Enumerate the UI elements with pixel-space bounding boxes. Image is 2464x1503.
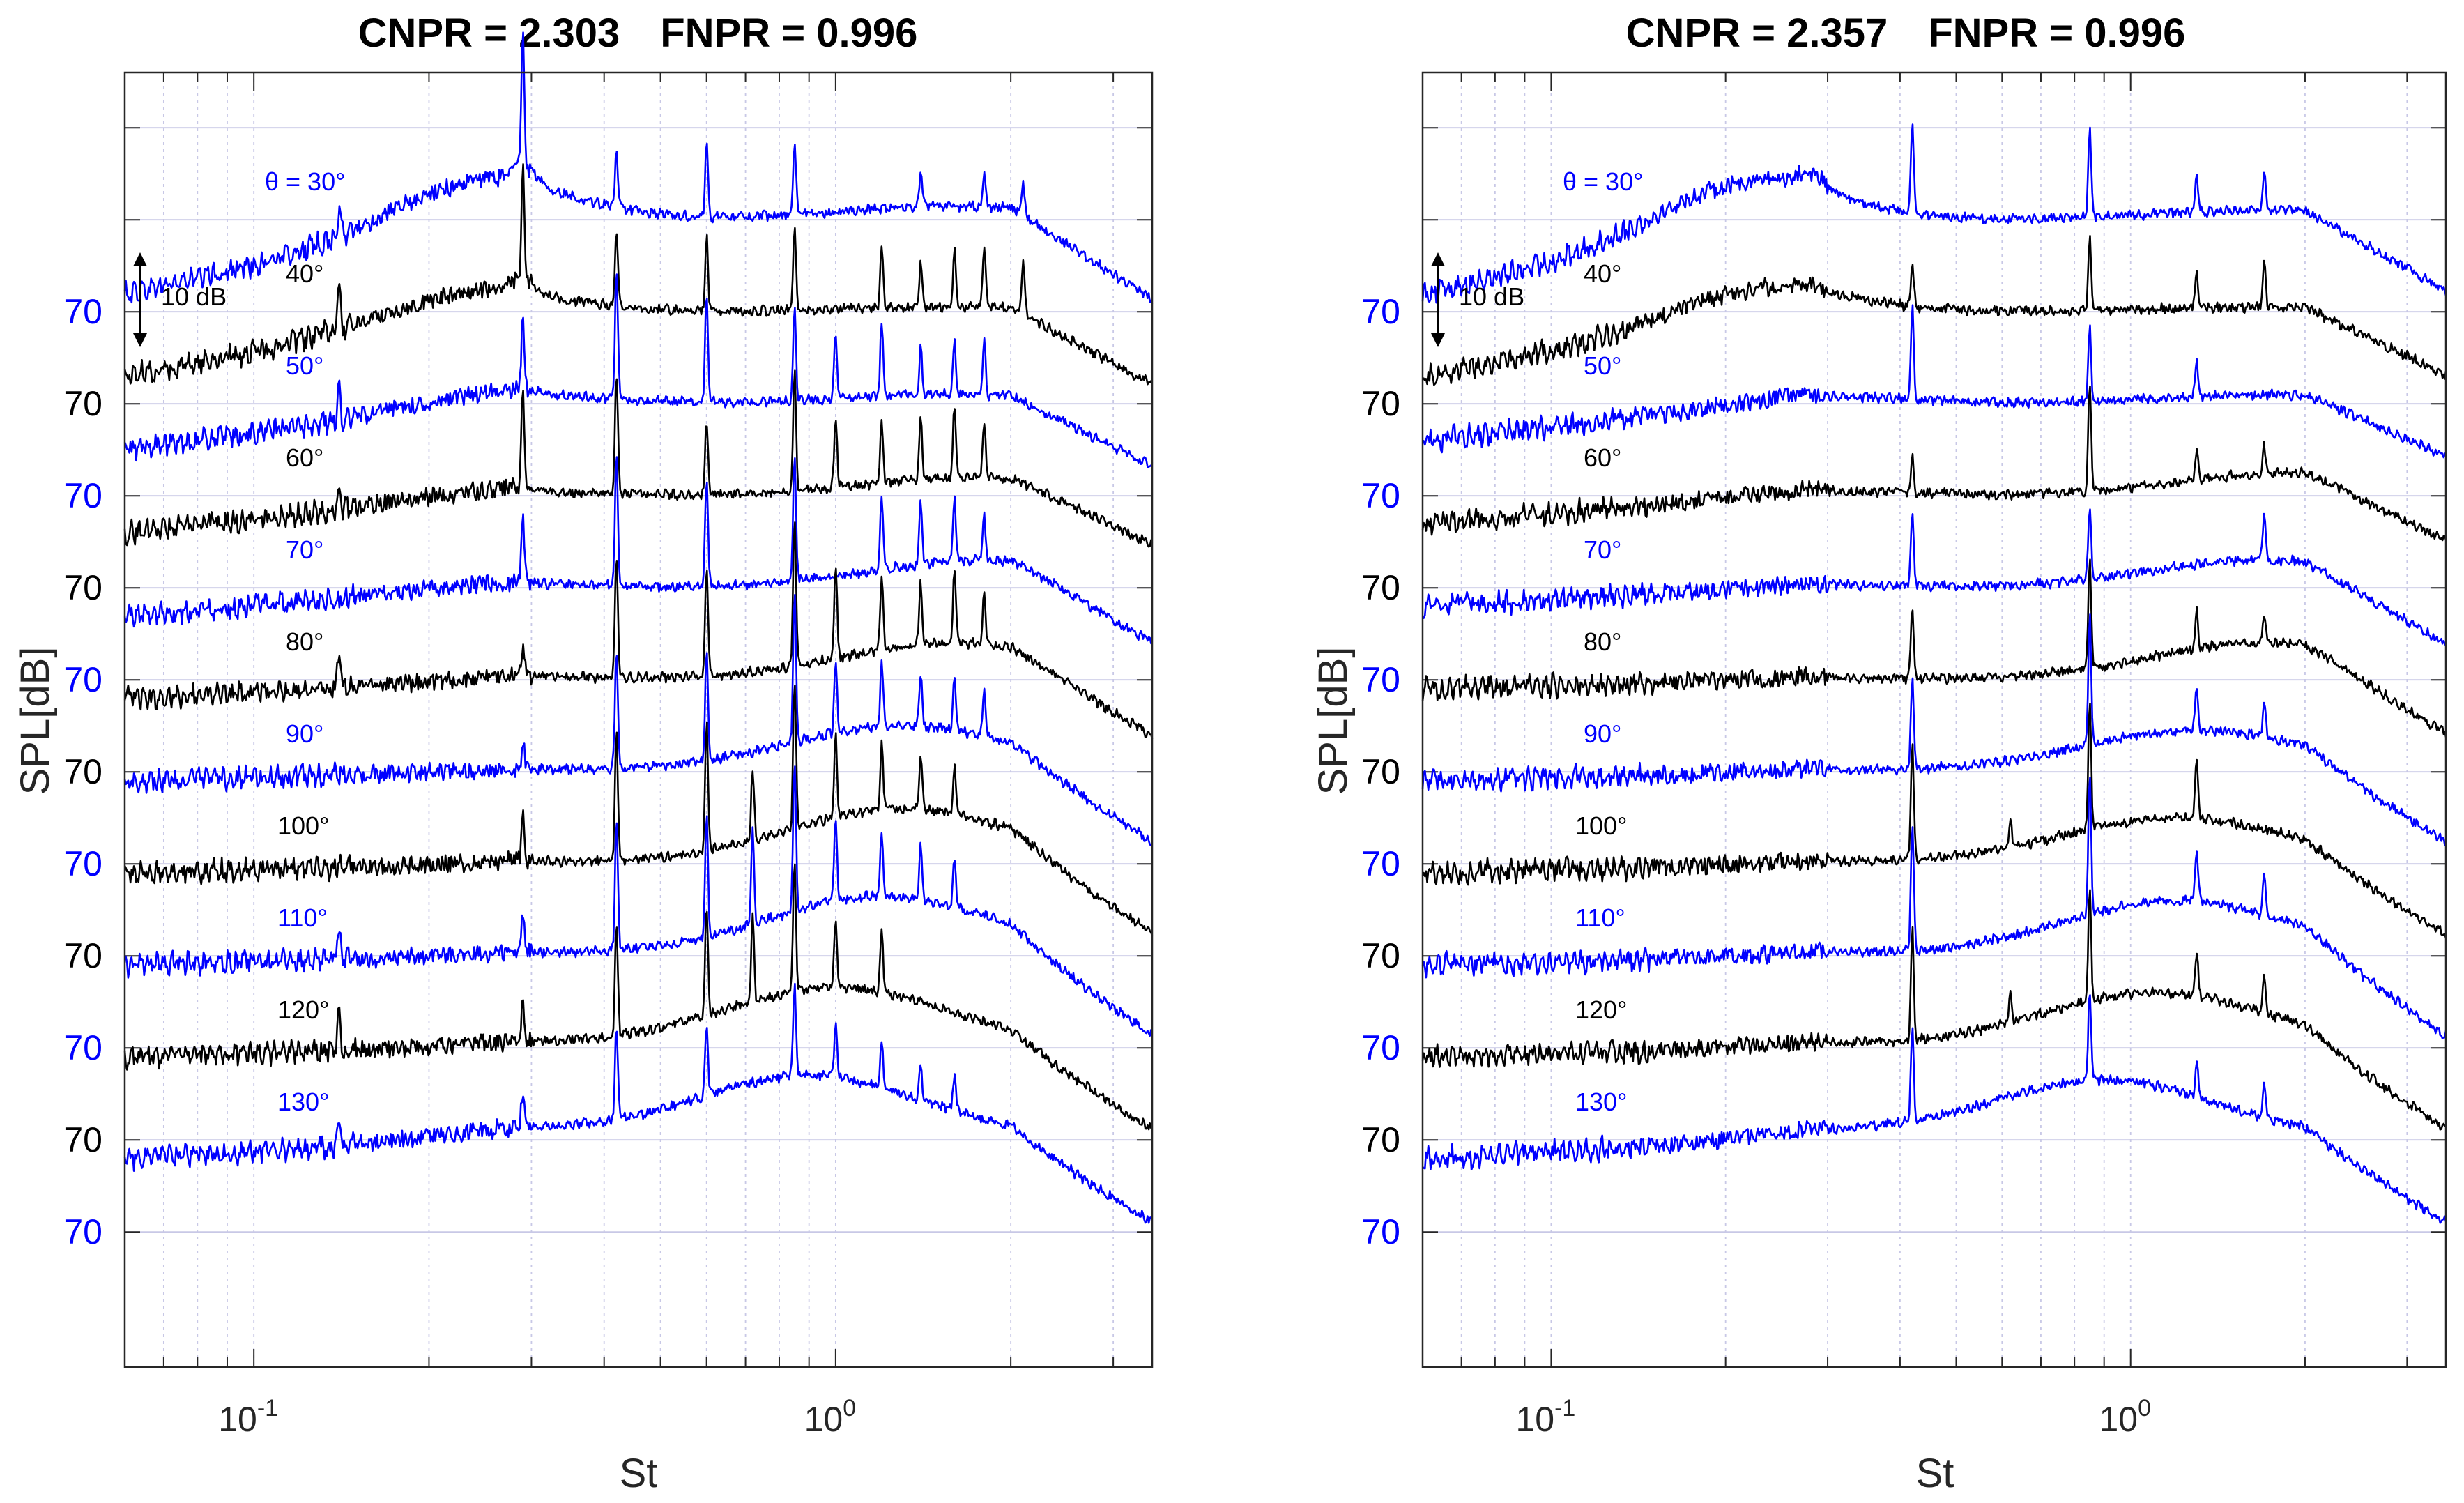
spectrum-line-70-left bbox=[123, 456, 1153, 645]
spectrum-line-110-left bbox=[124, 765, 1153, 1037]
y-tick-label-left: 70 bbox=[63, 752, 102, 791]
y-tick-label-right: 70 bbox=[1361, 384, 1400, 423]
spectrum-line-110-right bbox=[1421, 776, 2447, 1039]
spectrum-line-30-right bbox=[1421, 123, 2447, 304]
spectrum-line-50-left bbox=[123, 273, 1154, 468]
spectrum-line-120-right bbox=[1421, 889, 2447, 1131]
angle-label-70-left: 70° bbox=[286, 535, 323, 564]
spectrum-line-80-right bbox=[1421, 558, 2447, 738]
panel-title-right: CNPR = 2.357 FNPR = 0.996 bbox=[1626, 10, 2186, 56]
y-tick-label-right: 70 bbox=[1361, 752, 1400, 791]
angle-label-120-right: 120° bbox=[1575, 995, 1627, 1024]
spectrum-line-80-left bbox=[123, 521, 1154, 740]
x-axis-label-left: St bbox=[620, 1451, 658, 1496]
y-tick-label-right: 70 bbox=[1361, 292, 1400, 331]
scale-bar-right: 10 dB bbox=[1431, 252, 1524, 347]
angle-label-40-left: 40° bbox=[286, 259, 323, 288]
angle-label-50-right: 50° bbox=[1584, 351, 1621, 380]
angle-label-50-left: 50° bbox=[286, 351, 323, 380]
angle-label-40-right: 40° bbox=[1584, 259, 1621, 288]
y-tick-label-right: 70 bbox=[1361, 476, 1400, 515]
angle-label-60-left: 60° bbox=[286, 443, 323, 472]
x-tick-label-left: 10-1 bbox=[218, 1395, 278, 1439]
angle-label-130-left: 130° bbox=[277, 1088, 329, 1116]
y-tick-label-right: 70 bbox=[1361, 1212, 1400, 1251]
angle-label-100-right: 100° bbox=[1575, 811, 1627, 840]
panel-title-fnpr-right: FNPR = 0.996 bbox=[1928, 10, 2185, 56]
plot-frame-left bbox=[123, 71, 1154, 1368]
y-tick-label-right: 70 bbox=[1361, 844, 1400, 883]
spectrum-line-90-right bbox=[1421, 613, 2447, 847]
panel-title-cnpr-left: CNPR = 2.303 bbox=[358, 10, 620, 56]
angle-label-90-right: 90° bbox=[1584, 719, 1621, 748]
x-tick-label-right: 10-1 bbox=[1515, 1395, 1575, 1439]
panel-title-cnpr-right: CNPR = 2.357 bbox=[1626, 10, 1888, 56]
y-axis-label-right: SPL[dB] bbox=[1310, 647, 1356, 795]
y-tick-label-left: 70 bbox=[63, 844, 102, 883]
spectrum-line-60-right bbox=[1421, 385, 2447, 542]
panel-title-left: CNPR = 2.303 FNPR = 0.996 bbox=[358, 10, 918, 56]
spectrum-line-60-left bbox=[123, 369, 1154, 548]
scale-bar-left: 10 dB bbox=[133, 252, 227, 347]
y-tick-label-left: 70 bbox=[63, 1028, 102, 1067]
y-tick-label-left: 70 bbox=[63, 568, 102, 607]
y-tick-label-right: 70 bbox=[1361, 936, 1400, 975]
angle-label-30-right: θ = 30° bbox=[1563, 167, 1644, 196]
y-tick-label-left: 70 bbox=[63, 936, 102, 975]
angle-label-80-left: 80° bbox=[286, 627, 323, 656]
y-tick-label-right: 70 bbox=[1361, 568, 1400, 607]
y-axis-label-left: SPL[dB] bbox=[13, 647, 58, 795]
spectrum-line-130-right bbox=[1422, 994, 2447, 1224]
spectrum-line-100-left bbox=[123, 685, 1154, 936]
x-tick-label-right: 100 bbox=[2099, 1395, 2151, 1439]
angle-label-130-right: 130° bbox=[1575, 1088, 1627, 1116]
spectrum-line-70-right bbox=[1422, 508, 2447, 646]
spectrum-line-50-right bbox=[1421, 304, 2447, 459]
y-tick-label-left: 70 bbox=[63, 384, 102, 423]
angle-label-60-right: 60° bbox=[1584, 443, 1621, 472]
y-tick-label-right: 70 bbox=[1361, 1120, 1400, 1159]
scale-bar-label-right: 10 dB bbox=[1459, 282, 1524, 311]
spectrum-line-90-left bbox=[123, 593, 1153, 846]
angle-label-70-right: 70° bbox=[1584, 535, 1621, 564]
plot-frame-right bbox=[1421, 71, 2447, 1368]
angle-label-30-left: θ = 30° bbox=[265, 167, 346, 196]
spectrum-line-120-left bbox=[123, 863, 1154, 1131]
angle-label-100-left: 100° bbox=[277, 811, 329, 840]
angle-label-90-left: 90° bbox=[286, 719, 323, 748]
spectrum-panel-right: CNPR = 2.357 FNPR = 0.996 10 dB St SPL[dB… bbox=[1310, 10, 2447, 1496]
y-tick-label-left: 70 bbox=[63, 1212, 102, 1251]
spectrum-line-130-left bbox=[123, 982, 1154, 1224]
x-axis-label-right: St bbox=[1916, 1451, 1954, 1496]
y-tick-label-left: 70 bbox=[63, 476, 102, 515]
scale-bar-label-left: 10 dB bbox=[161, 282, 227, 311]
spectrum-line-30-left bbox=[123, 31, 1154, 305]
y-tick-label-left: 70 bbox=[63, 660, 102, 699]
spectrum-line-100-right bbox=[1421, 702, 2447, 939]
angle-label-80-right: 80° bbox=[1584, 627, 1621, 656]
y-tick-label-right: 70 bbox=[1361, 660, 1400, 699]
spectrum-line-40-left bbox=[123, 163, 1153, 386]
angle-label-120-left: 120° bbox=[277, 995, 329, 1024]
spectrum-line-40-right bbox=[1422, 235, 2447, 386]
y-tick-label-left: 70 bbox=[63, 1120, 102, 1159]
panel-title-fnpr-left: FNPR = 0.996 bbox=[660, 10, 917, 56]
angle-label-110-left: 110° bbox=[277, 903, 328, 932]
y-tick-label-left: 70 bbox=[63, 292, 102, 331]
x-tick-label-left: 100 bbox=[804, 1395, 857, 1439]
angle-label-110-right: 110° bbox=[1575, 903, 1625, 932]
spectrum-panel-left: CNPR = 2.303 FNPR = 0.996 10 dB St SPL[dB… bbox=[13, 10, 1154, 1496]
y-tick-label-right: 70 bbox=[1361, 1028, 1400, 1067]
